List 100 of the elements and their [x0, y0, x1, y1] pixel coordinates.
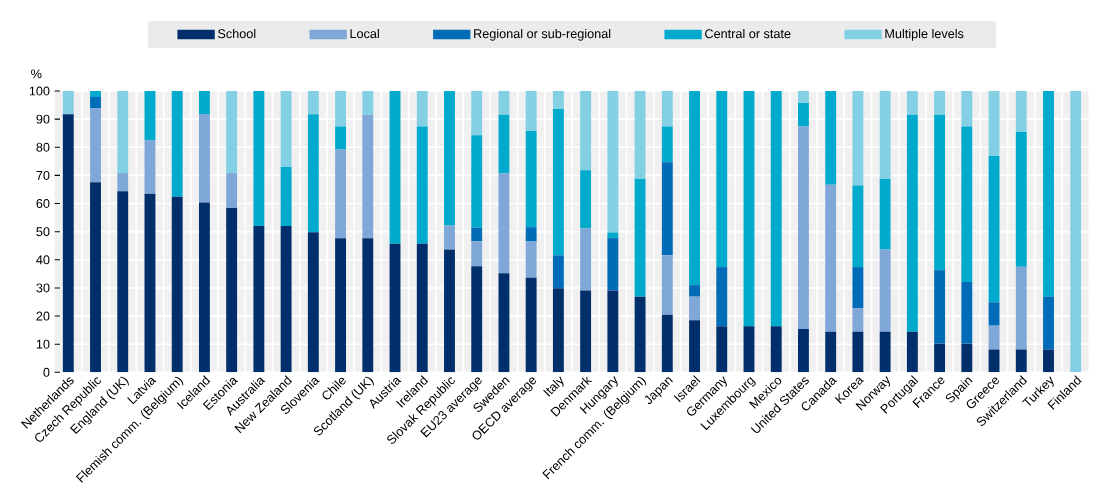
- bar: [144, 91, 156, 141]
- legend-label: School: [218, 28, 256, 39]
- bar: [961, 91, 973, 127]
- bar: [416, 243, 428, 373]
- bar: [335, 126, 347, 150]
- bar: [362, 238, 374, 373]
- bar: [580, 91, 592, 171]
- bar: [906, 114, 918, 332]
- bar: [362, 91, 374, 115]
- legend-label: Regional or sub-regional: [474, 28, 611, 41]
- bar: [307, 91, 319, 115]
- bar: [689, 285, 700, 297]
- bar: [607, 290, 619, 373]
- bar: [471, 91, 483, 136]
- y-tick-label: 50: [36, 227, 50, 237]
- y-tick-label: 40: [36, 255, 50, 265]
- bar: [498, 173, 510, 274]
- bar: [852, 185, 864, 268]
- bar: [471, 241, 483, 267]
- bar: [307, 114, 319, 233]
- bar: [1043, 349, 1054, 373]
- bar: [144, 140, 156, 194]
- bar: [798, 126, 809, 330]
- bar: [716, 267, 728, 327]
- bar: [825, 331, 837, 373]
- bar: [552, 91, 564, 109]
- y-tick-label: 0: [43, 367, 50, 377]
- bar: [498, 114, 510, 174]
- bar: [144, 193, 156, 373]
- bar: [62, 91, 74, 115]
- y-tick-label: 20: [36, 311, 50, 321]
- bar: [798, 103, 809, 127]
- bar: [253, 91, 265, 227]
- bar: [335, 238, 347, 373]
- bar: [117, 173, 129, 192]
- bar: [580, 290, 592, 373]
- bar: [525, 130, 537, 228]
- bar: [90, 108, 101, 183]
- bar: [879, 331, 891, 373]
- bar: [879, 179, 891, 250]
- bar: [661, 255, 673, 315]
- bar: [934, 91, 946, 115]
- bar: [961, 282, 973, 344]
- bar: [988, 302, 1000, 326]
- bar: [90, 182, 101, 373]
- bar: [852, 267, 864, 309]
- bar: [988, 325, 1000, 350]
- bar: [770, 91, 782, 327]
- bar: [498, 91, 510, 115]
- bar: [607, 232, 619, 239]
- bar: [416, 126, 428, 244]
- bar: [661, 162, 673, 256]
- bar: [525, 241, 537, 278]
- bar: [117, 91, 129, 174]
- bar: [525, 277, 537, 373]
- bar: [198, 91, 210, 115]
- bar: [743, 326, 755, 373]
- y-tick-label: 70: [36, 170, 50, 180]
- bar: [171, 196, 183, 373]
- bar: [1015, 132, 1027, 267]
- bar: [362, 114, 374, 239]
- bar: [580, 228, 592, 291]
- bar: [961, 126, 973, 283]
- bar: [335, 149, 347, 239]
- bar: [634, 91, 646, 180]
- bar: [416, 91, 428, 127]
- legend-label: Local: [350, 28, 379, 39]
- bar: [90, 96, 101, 109]
- bar: [852, 308, 864, 332]
- bar: [1015, 349, 1027, 373]
- bar: [498, 273, 510, 373]
- bar: [552, 288, 564, 373]
- bar: [389, 243, 401, 373]
- bar: [661, 314, 673, 373]
- y-tick-label: 90: [36, 114, 50, 124]
- bar: [934, 270, 946, 344]
- bar: [988, 155, 1000, 303]
- bar: [226, 173, 238, 209]
- bar: [716, 326, 728, 373]
- bar: [607, 238, 619, 291]
- bar: [444, 91, 455, 226]
- bar: [689, 296, 700, 321]
- bar: [1015, 266, 1027, 350]
- bar: [198, 114, 210, 203]
- y-tick-label: 100: [29, 86, 50, 96]
- bar: [1043, 91, 1054, 297]
- bar: [1043, 296, 1054, 350]
- bar: [280, 226, 292, 373]
- bar: [716, 91, 728, 268]
- bar: [171, 91, 183, 197]
- bar: [689, 91, 700, 286]
- bar: [552, 109, 564, 256]
- y-axis-title: %: [31, 69, 42, 79]
- bar: [743, 91, 755, 327]
- bar: [689, 320, 700, 373]
- bar: [444, 225, 455, 250]
- bar: [770, 326, 782, 373]
- bar: [906, 91, 918, 115]
- bar: [661, 91, 673, 127]
- bar: [634, 179, 646, 297]
